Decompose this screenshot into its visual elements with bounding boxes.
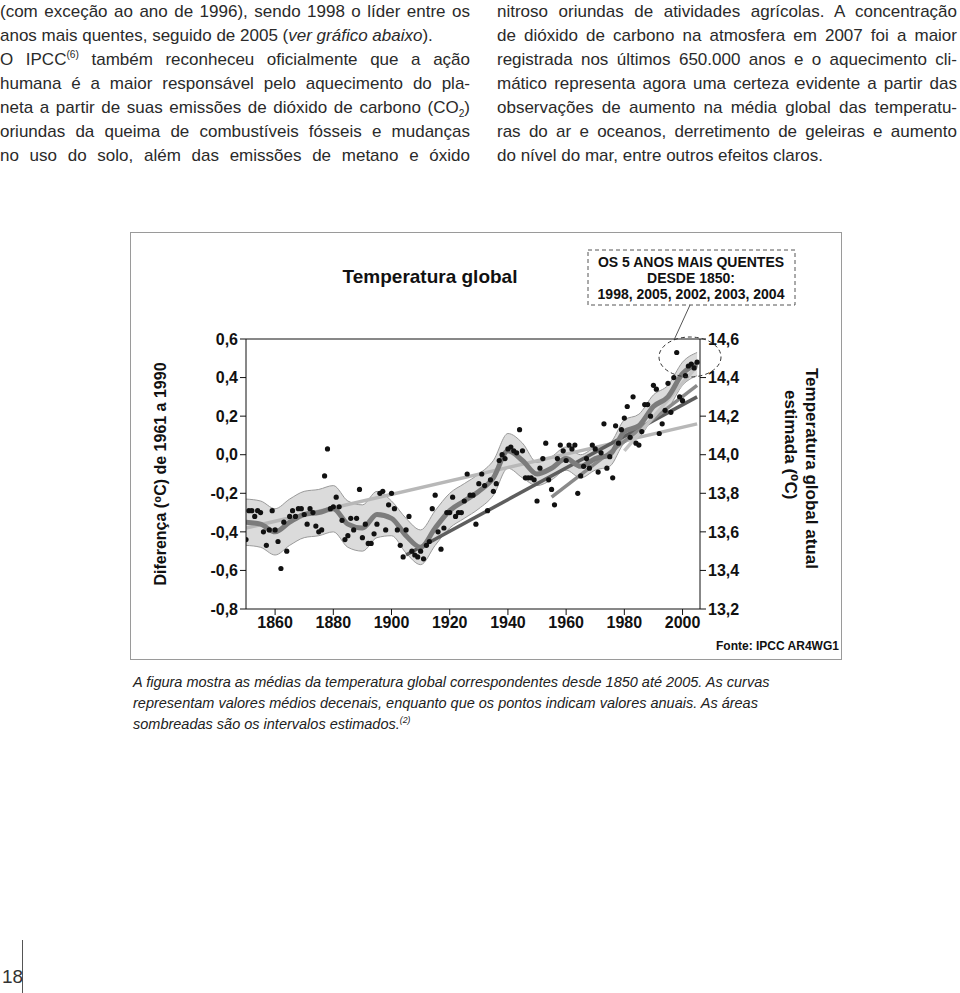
svg-text:1960: 1960 [548, 614, 584, 631]
svg-text:OS 5 ANOS MAIS QUENTES: OS 5 ANOS MAIS QUENTES [598, 254, 784, 270]
svg-text:Temperatura global: Temperatura global [343, 266, 518, 287]
html-text:oriundas da queima de combustí: oriundas da queima de combustíveis fósse… [0, 122, 470, 141]
html-text:do nível do mar, entre outros: do nível do mar, entre outros efeitos cl… [497, 146, 823, 165]
html-text:no uso do solo, além das emiss: no uso do solo, além das emissões de met… [0, 146, 470, 165]
svg-text:Diferença (⁰C) de 1961 a 1990: Diferença (⁰C) de 1961 a 1990 [152, 362, 169, 585]
html-text:18: 18 [2, 966, 24, 987]
svg-text:13,4: 13,4 [708, 562, 739, 579]
svg-text:1880: 1880 [316, 614, 352, 631]
svg-text:1998, 2005, 2002, 2003, 2004: 1998, 2005, 2002, 2003, 2004 [598, 286, 785, 302]
html-text:anos mais quentes, seguido de: anos mais quentes, seguido de 2005 (ver … [0, 26, 433, 45]
html-text:registrada nos últimos 650.000: registrada nos últimos 650.000 anos e o … [497, 50, 957, 69]
svg-text:Temperatura global atual: Temperatura global atual [802, 368, 821, 569]
html-text:A figura mostra as médias da t: A figura mostra as médias da temperatura… [133, 674, 770, 690]
svg-text:Fonte: IPCC AR4WG1: Fonte: IPCC AR4WG1 [716, 639, 839, 653]
svg-text:2000: 2000 [665, 614, 701, 631]
svg-text:1980: 1980 [607, 614, 643, 631]
svg-text:0,0: 0,0 [216, 446, 238, 463]
svg-text:-0,2: -0,2 [210, 485, 238, 502]
html-text:(com exceção ao ano de 1996),: (com exceção ao ano de 1996), sendo 1998… [0, 2, 470, 21]
html-text:observações de aumento na médi: observações de aumento na média global d… [497, 98, 957, 117]
html-text:neta a partir de suas emissões: neta a partir de suas emissões de dióxid… [0, 98, 470, 120]
html-text:ras do ar e oceanos, derretime: ras do ar e oceanos, derretimento de gel… [497, 122, 957, 141]
svg-text:-0,8: -0,8 [210, 601, 238, 618]
svg-text:0,6: 0,6 [216, 331, 238, 348]
svg-text:1920: 1920 [432, 614, 468, 631]
html-text:representam valores médios dec: representam valores médios decenais, enq… [133, 695, 758, 711]
svg-text:1940: 1940 [490, 614, 526, 631]
svg-text:1900: 1900 [374, 614, 410, 631]
svg-text:-0,6: -0,6 [210, 562, 238, 579]
svg-text:14,2: 14,2 [708, 408, 739, 425]
svg-text:14,0: 14,0 [708, 446, 739, 463]
html-text:humana é a maior responsável p: humana é a maior responsável pelo aqueci… [0, 74, 470, 93]
html-text:O IPCC(6)também reconheceu ofi: O IPCC(6)também reconheceu oficialmente … [0, 49, 470, 69]
svg-text:DESDE 1850:: DESDE 1850: [647, 270, 735, 286]
svg-text:13,8: 13,8 [708, 485, 739, 502]
svg-text:0,2: 0,2 [216, 408, 238, 425]
svg-text:14,6: 14,6 [708, 331, 739, 348]
svg-text:13,2: 13,2 [708, 601, 739, 618]
html-text:de dióxido de carbono na atmos: de dióxido de carbono na atmosfera em 20… [497, 26, 957, 45]
html-text:mático representa agora uma ce: mático representa agora uma certeza evid… [497, 74, 957, 93]
svg-text:-0,4: -0,4 [210, 524, 238, 541]
html-text:nitroso oriundas de atividades: nitroso oriundas de atividades agrícolas… [497, 2, 957, 21]
svg-text:estimada (⁰C): estimada (⁰C) [781, 390, 800, 499]
svg-text:0,4: 0,4 [216, 369, 238, 386]
svg-text:14,4: 14,4 [708, 369, 739, 386]
html-text:sombreadas são os intervalos e: sombreadas são os intervalos estimados.(… [133, 715, 411, 732]
svg-text:1860: 1860 [257, 614, 293, 631]
svg-text:13,6: 13,6 [708, 524, 739, 541]
